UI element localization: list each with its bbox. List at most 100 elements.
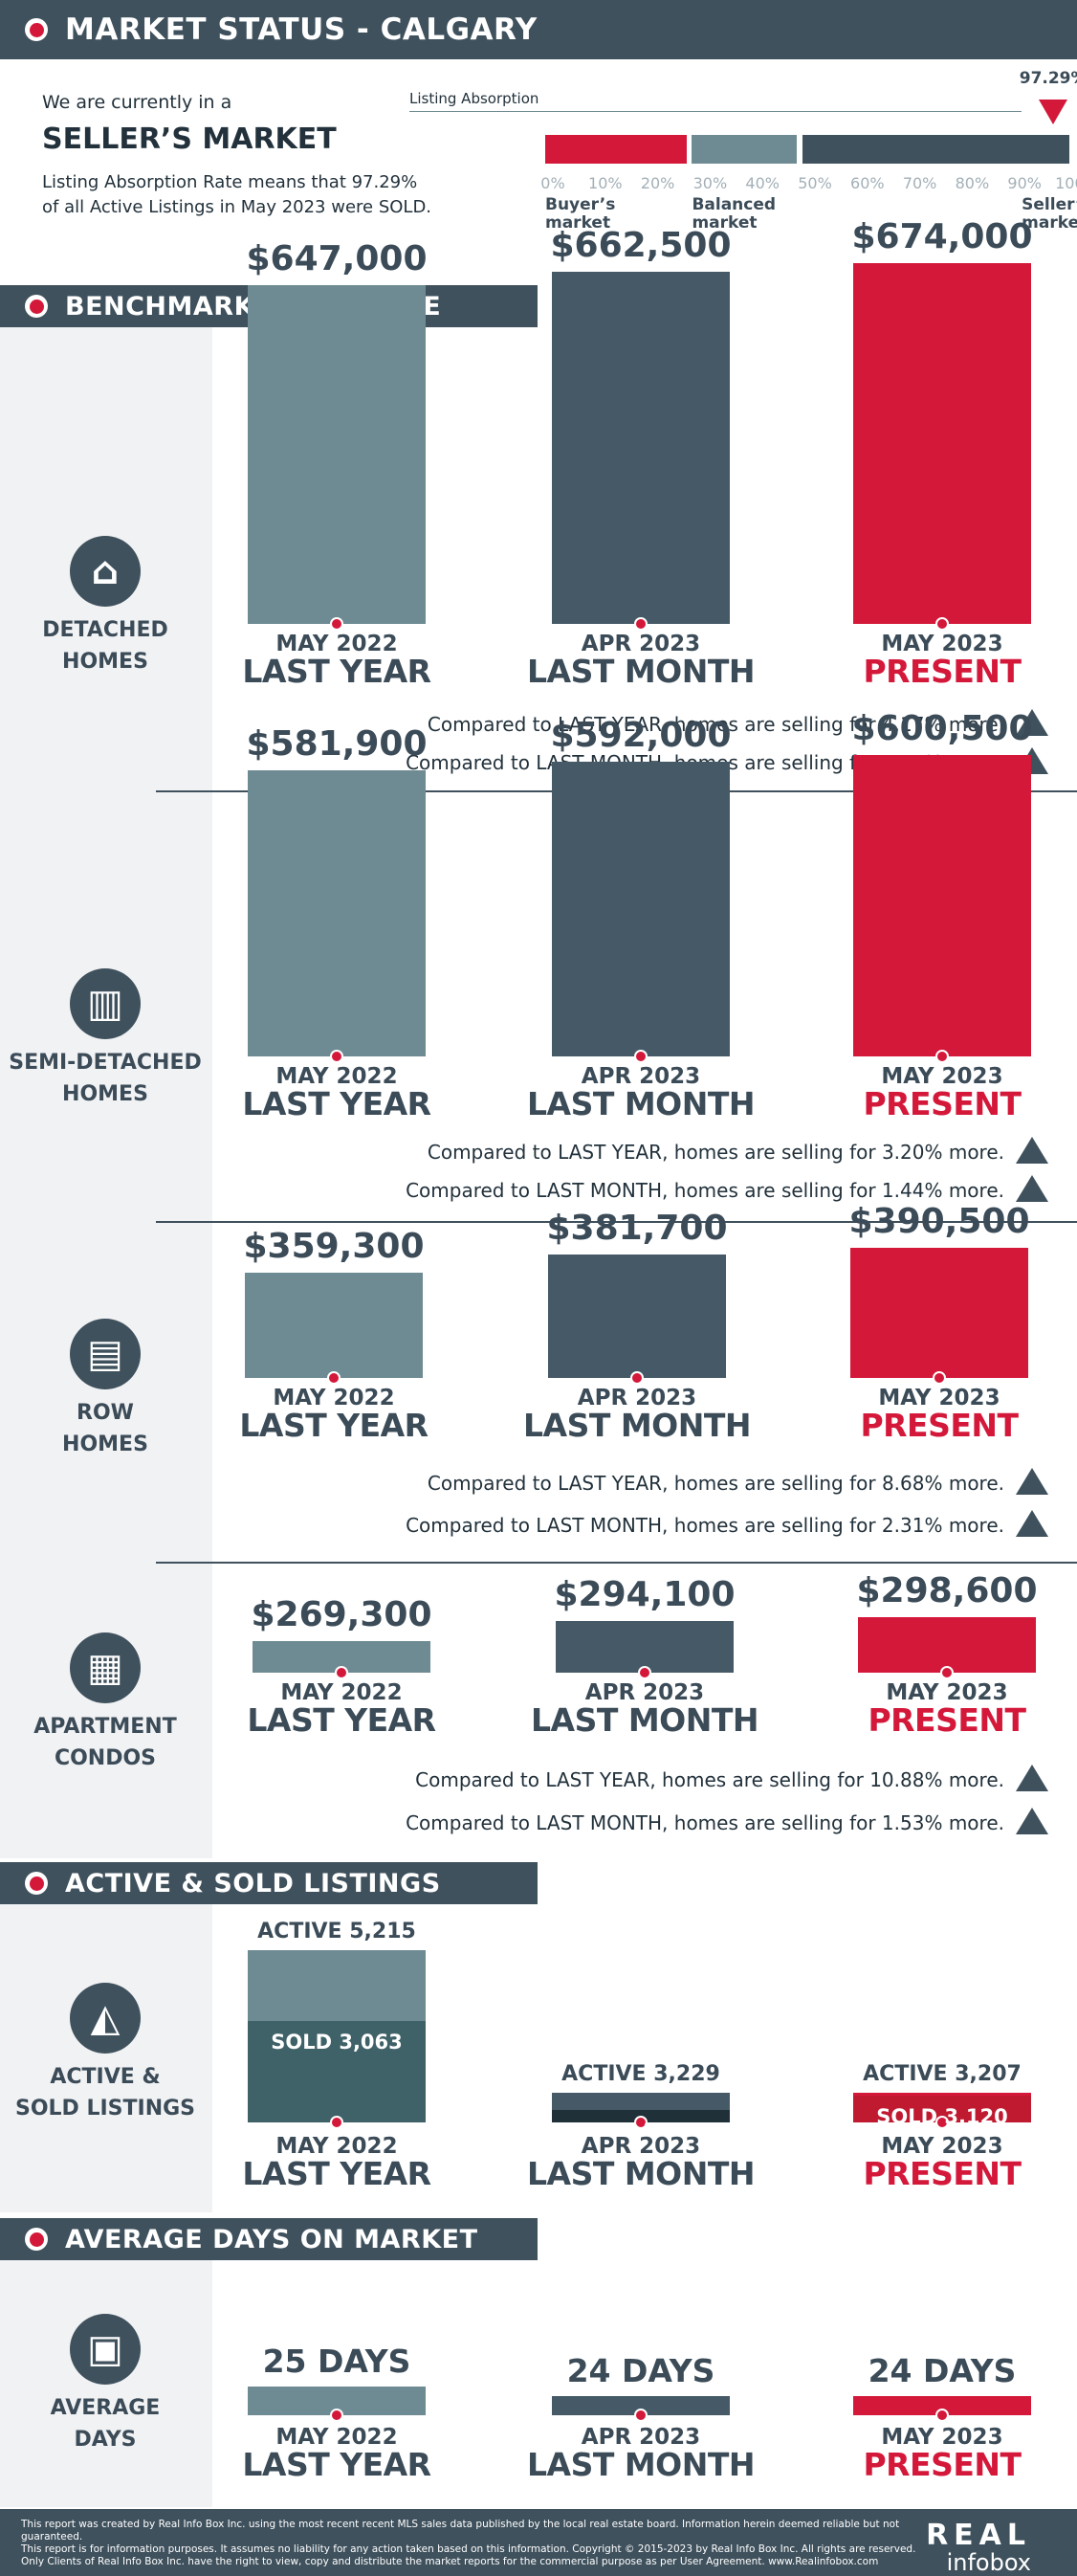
zone-line1: Seller’s [1022, 195, 1077, 214]
pin-dot-icon [634, 2409, 648, 2422]
category-label-line2: HOMES [62, 650, 148, 674]
period-label: LAST MONTH [527, 1085, 755, 1122]
comparison-text: Compared to LAST YEAR, homes are selling… [427, 713, 1004, 736]
absorption-value: 97.29% [1019, 69, 1077, 88]
section-divider [156, 1221, 1077, 1223]
pin-dot-icon [935, 617, 949, 631]
category-label-line1: SEMI-DETACHED [9, 1051, 202, 1075]
period-month: MAY 2022 [275, 2425, 398, 2450]
period-month: MAY 2022 [275, 2134, 398, 2159]
absorption-scale [545, 135, 1069, 164]
period-month: MAY 2022 [275, 632, 398, 656]
zone-line2: market [545, 213, 611, 233]
up-arrow-icon [1016, 1137, 1048, 1164]
period-label: LAST MONTH [531, 1701, 758, 1739]
up-arrow-icon [1016, 709, 1048, 736]
sold-bar [248, 2021, 426, 2129]
comparison-text: Compared to LAST MONTH, homes are sellin… [406, 1514, 1004, 1537]
pin-dot-icon [630, 1371, 644, 1385]
semi-detached-icon-glyph: ▥ [87, 982, 123, 1026]
listings-side-panel [0, 1904, 212, 2212]
footer-line-3: Only Clients of Real Info Box Inc. have … [21, 2556, 879, 2567]
days-bar [248, 2387, 426, 2422]
pin-dot-icon [327, 1371, 341, 1385]
comparison-text: Compared to LAST MONTH, homes are sellin… [406, 1811, 1004, 1834]
period-month: MAY 2023 [881, 2425, 1003, 2450]
price-bar [853, 263, 1031, 631]
market-description-2: of all Active Listings in May 2023 were … [42, 197, 432, 217]
absorption-tick: 60% [850, 174, 885, 192]
absorption-line [409, 111, 1022, 112]
category-label: ▣ AVERAGE DAYS [0, 2314, 210, 2455]
category-label-line1: DETACHED [42, 618, 168, 642]
price-value: $592,000 [550, 716, 732, 755]
period-label: LAST YEAR [247, 1701, 436, 1739]
price-value: $381,700 [546, 1209, 728, 1248]
period-month: APR 2023 [581, 2134, 701, 2159]
period-label: PRESENT [860, 1407, 1019, 1444]
absorption-tick: 80% [955, 174, 990, 192]
absorption-segment-3 [802, 135, 1069, 164]
price-bar [853, 755, 1031, 1063]
price-value: $294,100 [554, 1575, 736, 1614]
price-value: $359,300 [243, 1227, 425, 1266]
absorption-segment-1 [545, 135, 687, 164]
up-arrow-icon [1016, 1468, 1048, 1495]
market-description-1: Listing Absorption Rate means that 97.29… [42, 172, 418, 192]
absorption-tick: 30% [692, 174, 728, 192]
period-label: PRESENT [863, 2155, 1022, 2192]
absorption-tick: 10% [588, 174, 623, 192]
absorption-ticks: 0% 10% 20% 30% 40% 50% 60% 70% 80% 90% 100% [540, 174, 1077, 193]
bullet-icon [25, 2228, 48, 2251]
sold-bar [552, 2110, 730, 2129]
period-label: LAST MONTH [527, 2155, 755, 2192]
category-label: ⌂ DETACHED HOMES [0, 536, 210, 677]
market-status-text: SELLER’S MARKET [42, 122, 337, 156]
price-bar [850, 1248, 1028, 1385]
absorption-zone-label: Balanced market [692, 196, 776, 233]
price-bar [245, 1273, 423, 1385]
pin-dot-icon [935, 2409, 949, 2422]
period-label: LAST YEAR [242, 653, 431, 690]
absorption-tick: 20% [640, 174, 675, 192]
period-label: PRESENT [863, 2446, 1022, 2483]
zone-line2: market [1022, 213, 1077, 233]
pin-dot-icon [335, 1666, 348, 1679]
calendar-icon-glyph: ▣ [87, 2327, 123, 2371]
marker-triangle-icon [1039, 100, 1068, 124]
period-month: MAY 2023 [878, 1386, 1000, 1410]
period-month: MAY 2022 [275, 1064, 398, 1089]
price-bar [253, 1641, 430, 1679]
house-icon: ⌂ [70, 536, 141, 607]
period-label: PRESENT [868, 1701, 1026, 1739]
active-label: ACTIVE 3,229 [561, 2062, 720, 2086]
price-value: $674,000 [851, 217, 1033, 256]
price-value: $647,000 [246, 239, 428, 278]
period-label: LAST YEAR [242, 2446, 431, 2483]
period-label: LAST YEAR [239, 1407, 429, 1444]
pin-dot-icon [634, 2116, 648, 2129]
absorption-tick: 100% [1055, 174, 1077, 192]
price-bar [552, 762, 730, 1063]
period-month: APR 2023 [581, 2425, 701, 2450]
period-month: APR 2023 [581, 1064, 701, 1089]
house-icon-glyph: ⌂ [91, 549, 120, 593]
days-value: 25 DAYS [262, 2343, 411, 2380]
page-title: MARKET STATUS - CALGARY [65, 12, 538, 47]
category-label-line1: APARTMENT [33, 1715, 177, 1739]
period-month: MAY 2023 [881, 1064, 1003, 1089]
absorption-zone-label: Buyer’s market [545, 196, 615, 233]
page-title-bar: MARKET STATUS - CALGARY [0, 0, 1077, 59]
period-month: MAY 2023 [886, 1680, 1008, 1705]
period-label: LAST MONTH [523, 1407, 751, 1444]
price-bar [552, 272, 730, 631]
period-label: LAST YEAR [242, 1085, 431, 1122]
period-month: MAY 2023 [881, 2134, 1003, 2159]
price-bar [548, 1255, 726, 1385]
market-intro: We are currently in a [42, 92, 232, 113]
category-label-line1: ACTIVE & [50, 2065, 161, 2089]
comparison-text: Compared to LAST YEAR, homes are selling… [415, 1768, 1004, 1791]
price-bar [556, 1621, 734, 1679]
footer-line-2: This report is for information purposes.… [21, 2543, 916, 2555]
price-value: $269,300 [251, 1595, 432, 1634]
